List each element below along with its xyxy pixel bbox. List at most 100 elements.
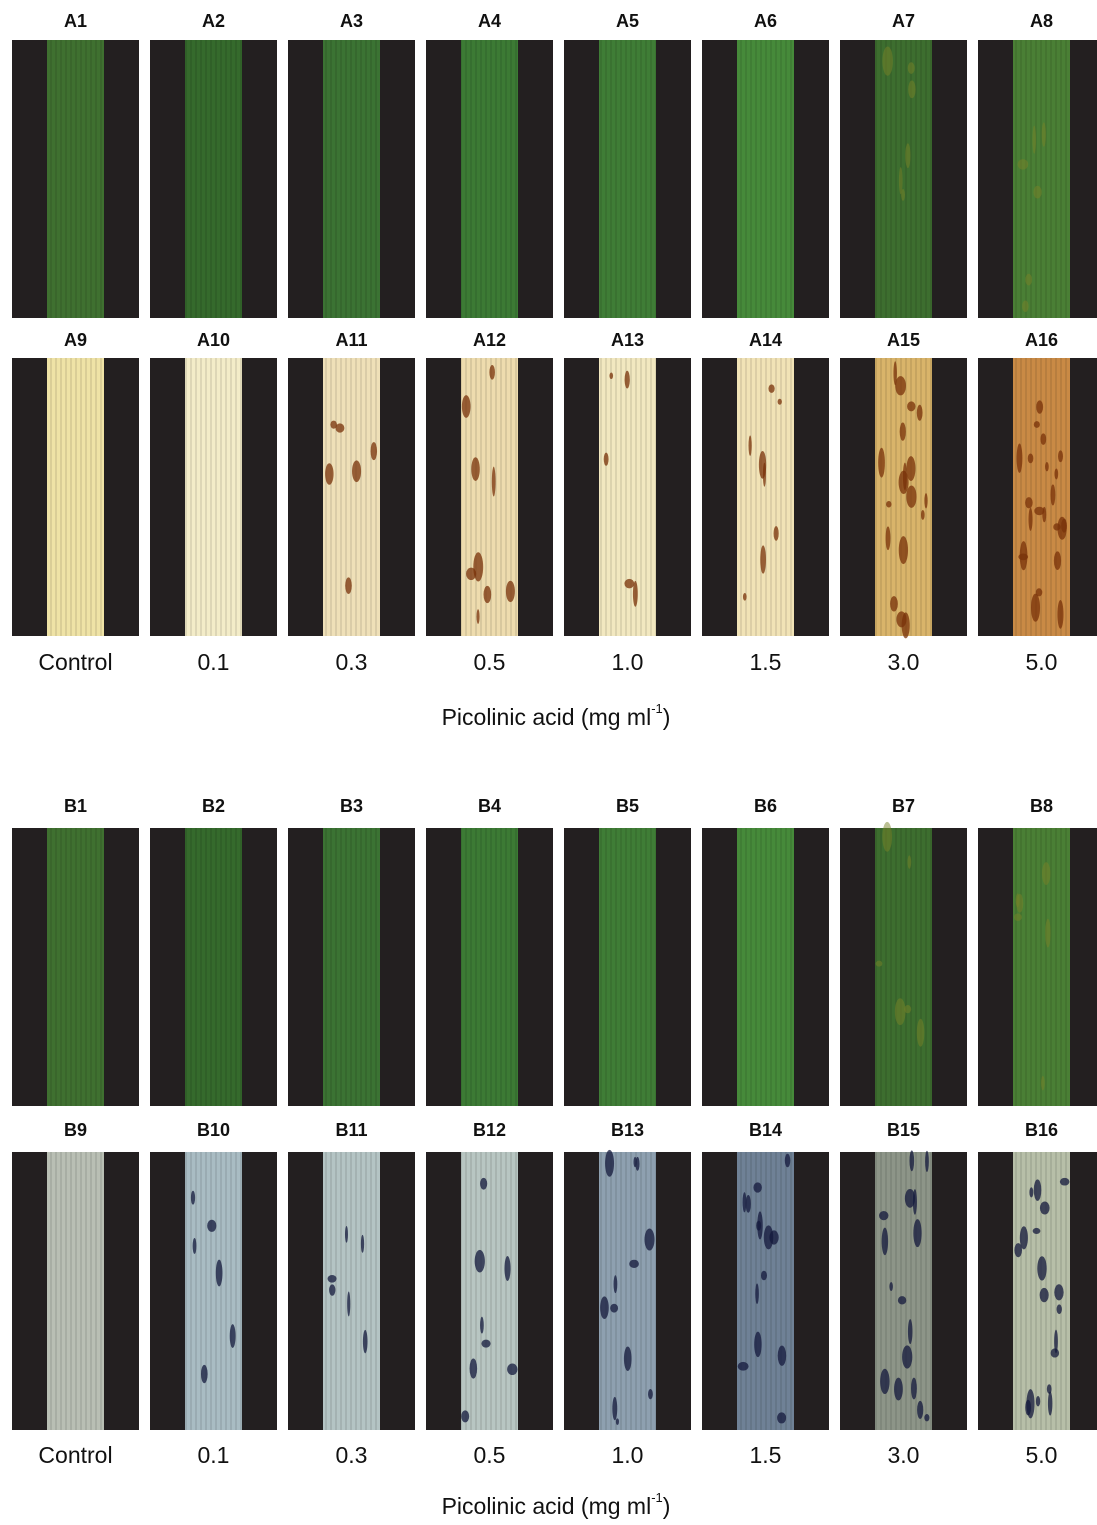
- leaf-image: [840, 822, 967, 1106]
- leaf-lesion: [1037, 1256, 1046, 1280]
- panel-label: B9: [64, 1120, 87, 1140]
- leaf-lesion: [908, 62, 915, 74]
- leaf-image: [288, 828, 415, 1106]
- leaf-lesion: [895, 376, 906, 395]
- concentration-label: 1.5: [750, 1442, 782, 1468]
- leaf-veins: [737, 40, 794, 318]
- page: {"panels": [ {"rows": [ {"labels": ["A1"…: [0, 0, 1097, 1525]
- leaf-lesion: [768, 384, 774, 393]
- leaf-lesion: [1033, 1228, 1041, 1234]
- panel-label: A3: [340, 11, 363, 31]
- leaf-lesion: [600, 1296, 609, 1319]
- leaf-lesion: [924, 1414, 929, 1421]
- leaf-lesion: [1020, 541, 1028, 570]
- leaf-lesion: [778, 1346, 786, 1366]
- leaf-veins: [47, 358, 104, 636]
- leaf-lesion: [876, 961, 883, 967]
- concentration-label: 5.0: [1026, 1442, 1058, 1468]
- concentration-label: 0.5: [474, 649, 506, 675]
- leaf-lesion: [193, 1238, 197, 1254]
- leaf-lesion: [461, 1410, 469, 1422]
- leaf-lesion: [899, 471, 909, 494]
- leaf-image: [150, 358, 277, 636]
- leaf-lesion: [886, 501, 892, 508]
- leaf-lesion: [644, 1229, 654, 1251]
- panel-label: B14: [749, 1120, 782, 1140]
- leaf-image: [12, 828, 139, 1106]
- leaf-lesion: [895, 998, 906, 1025]
- leaf-lesion: [880, 1369, 889, 1394]
- leaf-lesion: [1034, 1179, 1042, 1200]
- leaf-veins: [461, 40, 518, 318]
- leaf-lesion: [1058, 450, 1063, 462]
- leaf-lesion: [764, 1225, 773, 1249]
- leaf-lesion: [774, 526, 779, 541]
- leaf-veins: [875, 828, 932, 1106]
- leaf-lesion: [1042, 507, 1046, 522]
- leaf-lesion: [1026, 1389, 1034, 1418]
- leaf-lesion: [352, 460, 361, 482]
- leaf-image: [978, 828, 1097, 1106]
- leaf-image: [978, 358, 1097, 636]
- concentration-label: 0.1: [198, 1442, 230, 1468]
- leaf-lesion: [755, 1283, 759, 1303]
- leaf-image: [150, 40, 277, 318]
- panel-label: B8: [1030, 796, 1053, 816]
- leaf-lesion: [492, 467, 496, 497]
- panel-label: B5: [616, 796, 639, 816]
- panel-label: A2: [202, 11, 225, 31]
- leaf-lesion: [1025, 497, 1033, 508]
- leaf-lesion: [201, 1365, 208, 1383]
- axis-title-text: Picolinic acid (mg ml: [442, 1493, 652, 1519]
- leaf-lesion: [363, 1330, 368, 1353]
- leaf-lesion: [1040, 1201, 1050, 1214]
- leaf-lesion: [905, 143, 910, 168]
- leaf-image: [426, 1152, 553, 1430]
- figure: A1A2A3A4A5A6A7A8A9A10A11A12A13A14A15A16C…: [0, 0, 1097, 1525]
- leaf-lesion: [484, 586, 492, 603]
- leaf-lesion: [481, 1340, 490, 1348]
- panel-label: A1: [64, 11, 87, 31]
- leaf-lesion: [1051, 1348, 1060, 1357]
- leaf-lesion: [889, 1282, 893, 1291]
- panel-label: A4: [478, 11, 501, 31]
- leaf-lesion: [191, 1191, 195, 1205]
- leaf-lesion: [882, 1228, 888, 1256]
- leaf-image: [702, 40, 829, 318]
- leaf-image: [288, 40, 415, 318]
- axis-title: Picolinic acid (mg ml-1): [442, 1490, 671, 1519]
- leaf-image: [426, 828, 553, 1106]
- leaf-image: [564, 358, 691, 636]
- leaf-image: [12, 1152, 139, 1430]
- leaf-veins: [599, 828, 656, 1106]
- concentration-label: 1.5: [750, 649, 782, 675]
- panel-label: A12: [473, 330, 506, 350]
- leaf-image: [840, 1150, 967, 1430]
- leaf-lesion: [1014, 913, 1022, 921]
- leaf-lesion: [746, 1195, 751, 1213]
- panel-label: B12: [473, 1120, 506, 1140]
- leaf-lesion: [1029, 1187, 1033, 1197]
- leaf-lesion: [879, 1211, 888, 1220]
- concentration-label: 5.0: [1026, 649, 1058, 675]
- leaf-lesion: [614, 1275, 618, 1293]
- leaf-lesion: [1025, 274, 1032, 286]
- leaf-lesion: [1036, 1396, 1040, 1406]
- panel-label: B3: [340, 796, 363, 816]
- leaf-lesion: [1040, 433, 1046, 445]
- leaf-image: [702, 1152, 829, 1430]
- leaf-lesion: [743, 593, 747, 601]
- leaf-lesion: [1032, 126, 1036, 154]
- leaf-lesion: [605, 1150, 614, 1177]
- leaf-lesion: [902, 1345, 912, 1368]
- leaf-lesion: [878, 448, 885, 478]
- leaf-image: [564, 40, 691, 318]
- leaf-veins: [47, 40, 104, 318]
- leaf-lesion: [1036, 588, 1043, 596]
- leaf-image: [288, 1152, 415, 1430]
- leaf-lesion: [1061, 519, 1067, 533]
- leaf-lesion: [1057, 1304, 1062, 1314]
- leaf-lesion: [1020, 1226, 1028, 1249]
